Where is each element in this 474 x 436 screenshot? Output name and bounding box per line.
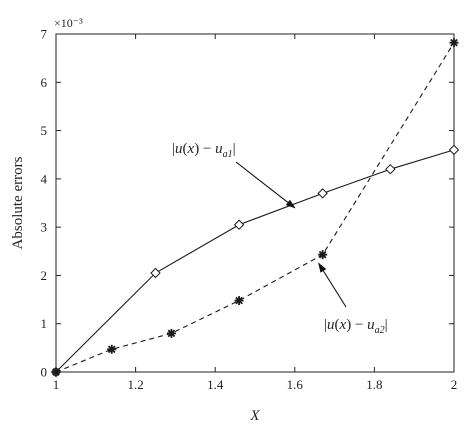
function-u: u [215,141,223,157]
variable-x: x [187,141,195,157]
diamond-marker [233,219,245,230]
y-tick-label: 1 [41,316,48,331]
star-marker [449,38,459,48]
paren-open: ( [335,317,340,333]
annotation-2: |u(x) − ua2| [318,262,388,336]
abs-bar-right: | [233,141,236,157]
star-center [169,331,174,336]
annotation-arrow [318,262,347,308]
y-tick-label: 5 [41,123,48,138]
x-axis-title: X [249,408,260,424]
y-tick-label: 4 [41,171,48,186]
star-marker [234,296,244,306]
diamond-marker [150,267,161,279]
star-marker [51,367,61,377]
series-line [55,42,455,373]
minus-term: ) − [346,317,367,333]
x-tick-label: 1.4 [207,377,224,392]
series-2 [51,38,459,377]
star-center [237,298,242,303]
abs-bar-right: | [385,317,388,333]
star-center [320,252,325,257]
subscript: a2 [375,325,385,336]
star-center [109,347,114,352]
minus-term: ) − [194,141,215,157]
abs-bar-left: | [172,141,175,157]
x-tick-label: 1.8 [366,377,382,392]
variable-x: x [339,317,347,333]
diamond-marker [317,188,328,199]
x-tick-label: 2 [451,377,458,392]
y-tick-label: 6 [41,75,48,90]
annotation-label: |u(x) − ua2| [324,317,388,336]
y-axis-exponent-label: ×10⁻³ [54,16,83,30]
y-axis-title: Absolute errors [10,156,26,249]
star-marker [107,344,117,354]
x-tick-label: 1 [53,377,60,392]
diamond-marker [448,144,460,156]
star-marker [166,328,176,338]
x-tick-label: 1.6 [287,377,304,392]
star-center [452,40,456,45]
x-tick-label: 1.2 [127,377,143,392]
y-tick-label: 3 [41,220,48,235]
annotation-arrow [235,161,296,209]
series-1 [50,144,460,378]
diamond-marker [385,163,396,175]
series-line [55,149,455,373]
plot-frame [55,33,455,373]
function-u: u [175,141,183,157]
abs-bar-left: | [324,317,327,333]
annotation-label: |u(x) − ua1| [172,141,236,160]
star-center [54,370,58,374]
function-u: u [367,317,375,333]
annotation-1: |u(x) − ua1| [172,141,296,209]
subscript: a1 [223,149,233,160]
y-tick-label: 2 [41,268,48,283]
function-u: u [327,317,335,333]
star-marker [318,250,328,260]
y-tick-label: 7 [41,27,48,42]
y-tick-label: 0 [41,365,48,380]
series-layer [50,38,460,378]
paren-open: ( [183,141,188,157]
annotation-layer: |u(x) − ua1||u(x) − ua2| [172,141,388,336]
